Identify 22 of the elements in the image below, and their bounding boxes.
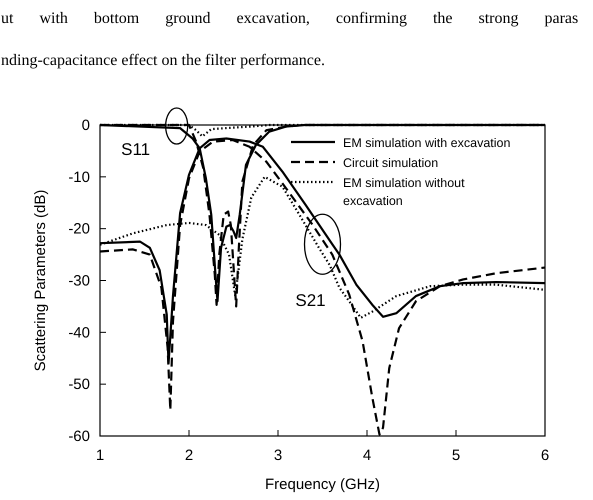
y-tick-label: 0 <box>82 117 90 134</box>
x-axis-title: Frequency (GHz) <box>264 476 380 493</box>
y-tick-label: -40 <box>68 324 90 342</box>
x-tick-label: 4 <box>362 447 372 464</box>
y-tick-label: -50 <box>68 376 90 394</box>
y-tick-label: -20 <box>68 220 90 238</box>
annotation: S11 <box>121 140 150 159</box>
x-tick-label: 5 <box>452 447 460 464</box>
y-tick-label: -30 <box>68 272 90 290</box>
legend-label: Circuit simulation <box>343 156 438 170</box>
y-tick-label: -60 <box>68 428 90 445</box>
x-tick-label: 6 <box>540 447 550 464</box>
y-axis-title: Scattering Parameters (dB) <box>32 190 49 372</box>
x-tick-label: 1 <box>96 447 104 464</box>
text: ut with bottom ground excavation, confirming the strong paras <box>1 10 578 27</box>
text: nding-capacitance effect on the filter performance. <box>1 52 325 69</box>
y-tick-label: -10 <box>68 168 90 186</box>
legend-label: EM simulation with excavation <box>343 136 510 150</box>
x-tick-label: 3 <box>274 447 282 464</box>
annotation: S21 <box>295 291 326 310</box>
x-tick-label: 2 <box>184 447 194 464</box>
legend-label: EM simulation without excavation <box>343 176 466 208</box>
